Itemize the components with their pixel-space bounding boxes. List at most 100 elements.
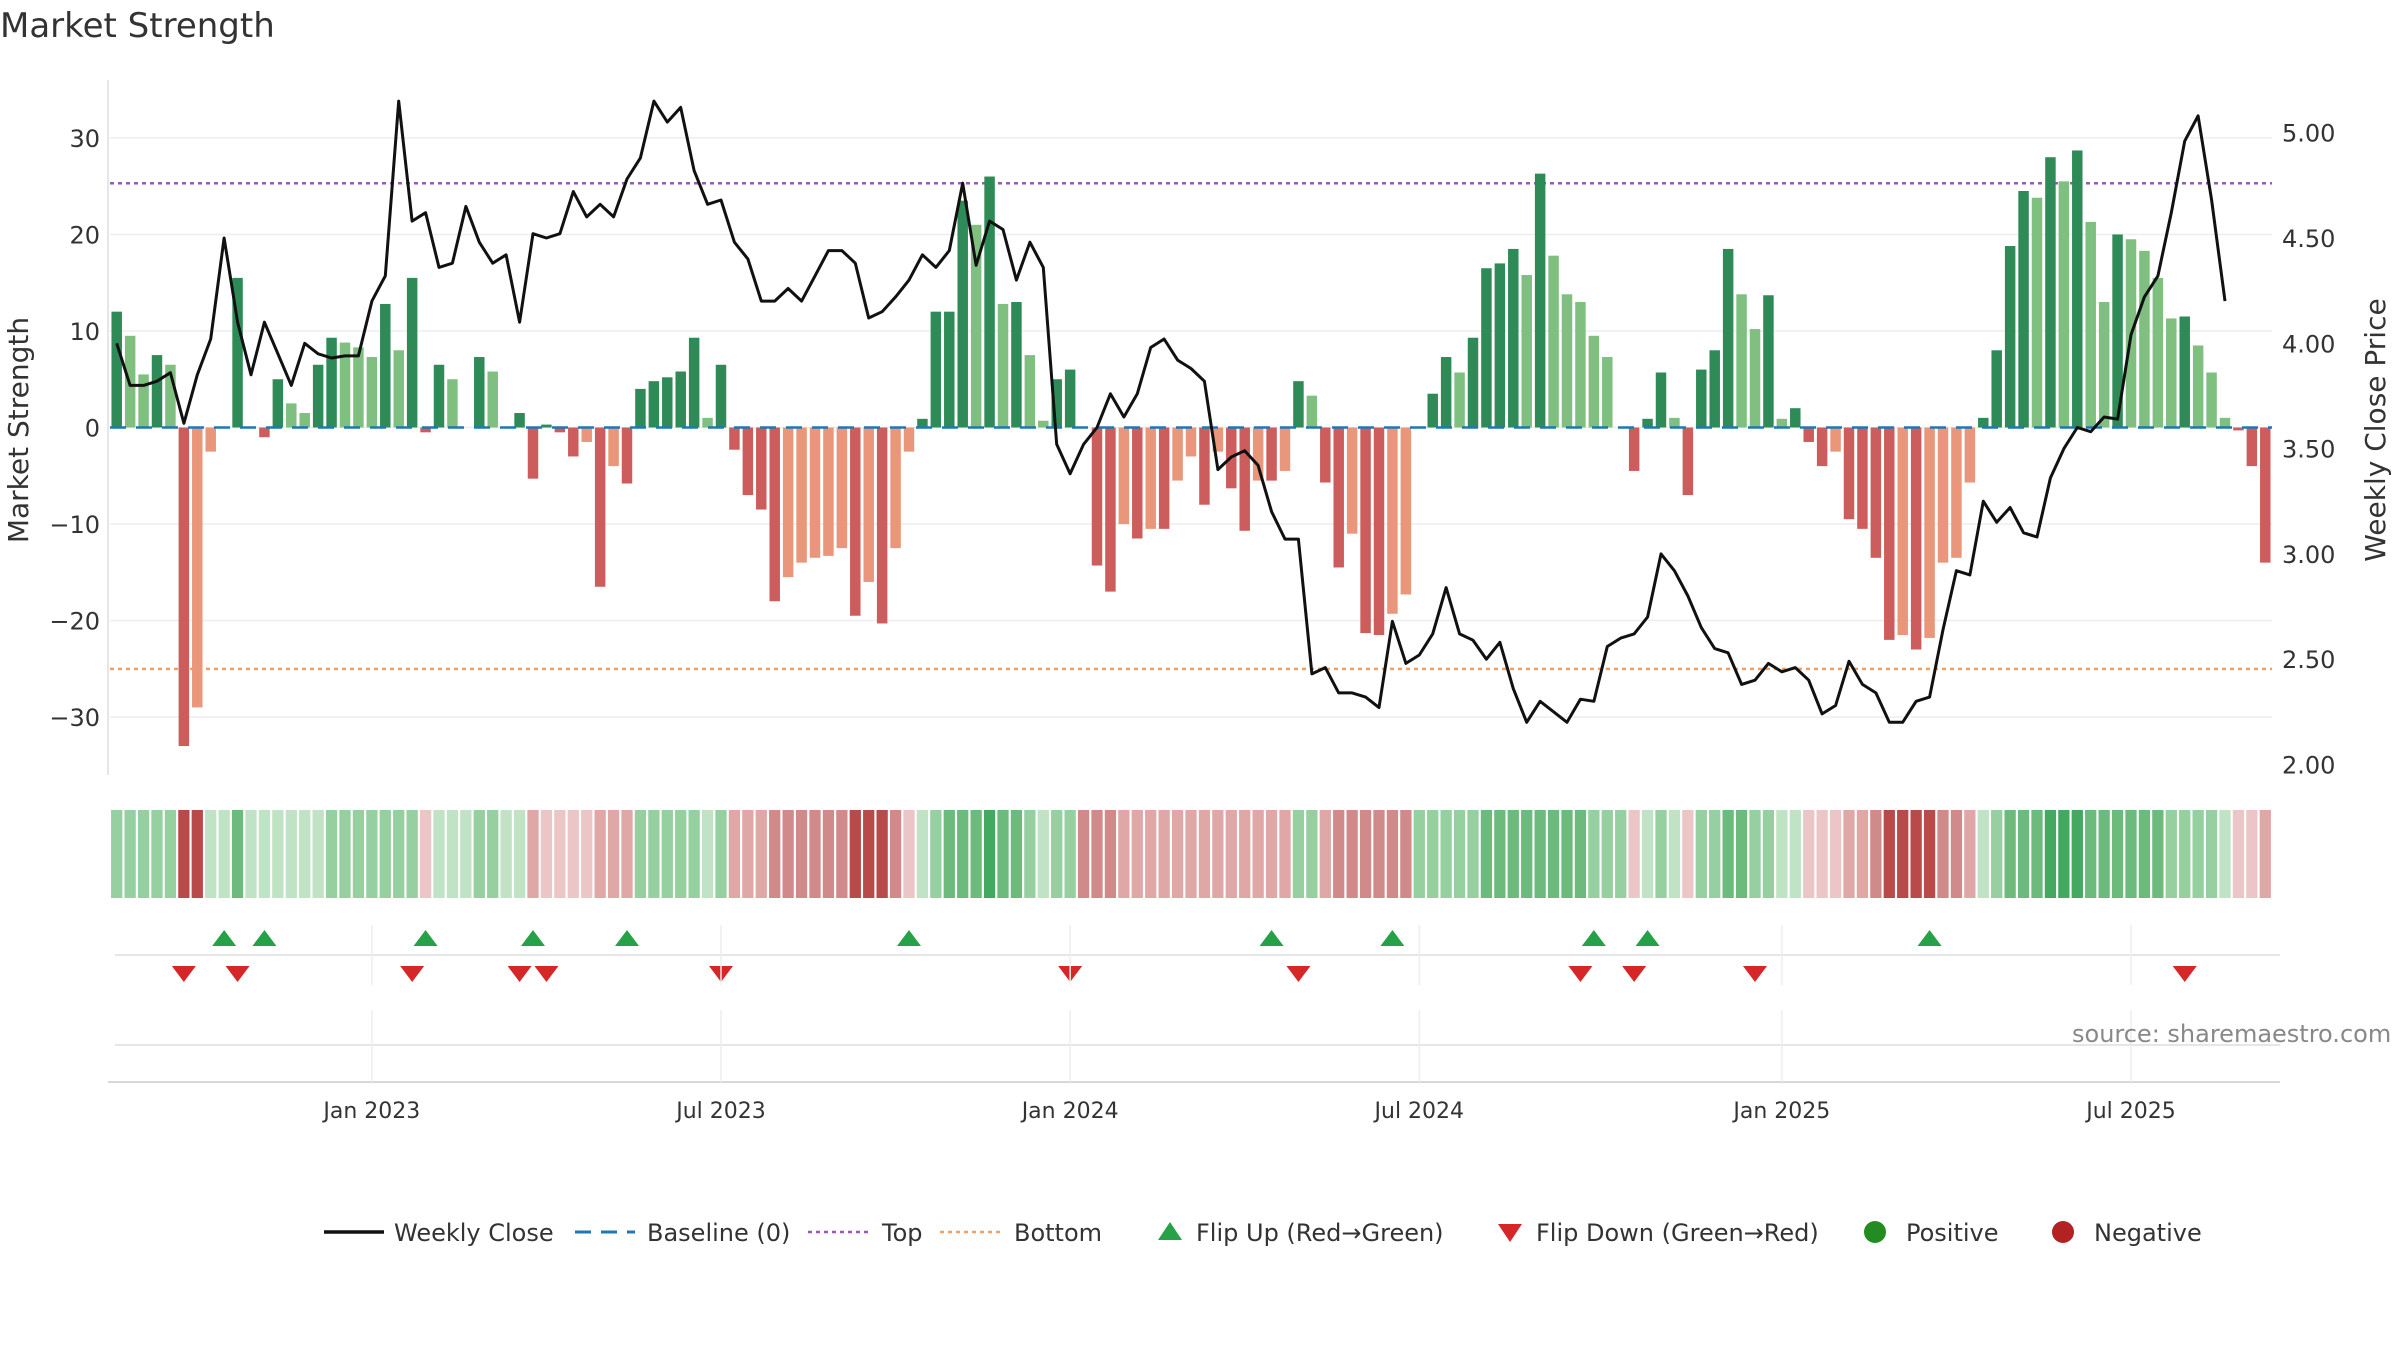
strength-band-cell	[2259, 810, 2271, 898]
strength-bar	[1467, 337, 1479, 428]
strength-band-cell	[325, 810, 338, 898]
strength-bars	[110, 150, 2272, 747]
legend-item: Positive	[1864, 1219, 1999, 1247]
strength-bar	[823, 427, 834, 556]
strength-bar	[1091, 427, 1103, 566]
legend-swatch-negative	[2052, 1221, 2074, 1243]
strength-band-cell	[863, 810, 875, 898]
strength-bar	[339, 342, 351, 428]
strength-bar	[487, 371, 498, 428]
strength-band-cell	[1682, 810, 1694, 898]
strength-bar	[406, 277, 418, 428]
strength-bar	[863, 427, 874, 582]
strength-band-cell	[1171, 810, 1184, 898]
strength-bar	[917, 418, 928, 428]
legend-item: Weekly Close	[324, 1219, 554, 1247]
strength-bar	[1051, 379, 1062, 428]
strength-band-cell	[661, 810, 673, 898]
strength-band-cell	[997, 810, 1009, 898]
strength-bar	[970, 224, 982, 428]
strength-band-cell	[1762, 810, 1775, 898]
strength-bar	[1064, 369, 1076, 428]
strength-bar	[259, 427, 270, 438]
strength-band-cell	[1937, 810, 1949, 898]
strength-bar	[1790, 408, 1801, 428]
y-right-axis-label: Weekly Close Price	[2359, 298, 2392, 561]
strength-bar	[2085, 221, 2096, 428]
strength-band-cell	[755, 810, 767, 898]
strength-bar	[769, 427, 780, 602]
flip-up-marker	[615, 930, 639, 946]
strength-bar	[1803, 427, 1814, 442]
strength-band-cell	[2017, 810, 2030, 898]
strength-band-cell	[2205, 810, 2218, 898]
strength-band-cell	[1480, 810, 1493, 898]
strength-bar	[380, 303, 391, 428]
strength-bar	[1252, 427, 1264, 481]
strength-band-cell	[742, 810, 754, 898]
chart-title: Market Strength	[0, 6, 275, 46]
strength-bar	[1212, 427, 1224, 452]
strength-band-cell	[1816, 810, 1828, 898]
strength-bar	[541, 424, 552, 428]
strength-bar	[1494, 263, 1506, 428]
legend-swatch-flip-up	[1158, 1222, 1182, 1240]
strength-bar	[1373, 427, 1385, 636]
legend-label: Weekly Close	[394, 1219, 554, 1247]
strength-band-cell	[285, 810, 297, 898]
strength-bar	[554, 427, 566, 433]
weekly-close-line	[115, 99, 2227, 724]
strength-band-cell	[111, 810, 123, 898]
strength-band-cell	[1722, 810, 1734, 898]
x-tick-label: Jan 2024	[1020, 1099, 1119, 1124]
strength-bar	[1400, 427, 1412, 595]
strength-bar	[2206, 372, 2217, 428]
strength-bar	[2018, 191, 2029, 428]
flip-up-marker	[1917, 930, 1942, 946]
strength-bar	[1172, 427, 1183, 481]
strength-band-cell	[1829, 810, 1842, 898]
strength-bar	[1481, 268, 1492, 428]
strength-band-cell	[1333, 810, 1345, 898]
y-tick-label: 20	[69, 221, 100, 249]
flip-down-marker	[171, 966, 196, 982]
strength-bar	[635, 388, 646, 428]
strength-band-cell	[1735, 810, 1748, 898]
legend-label: Flip Down (Green→Red)	[1536, 1219, 1819, 1247]
strength-bar	[648, 381, 660, 428]
legend-label: Flip Up (Red→Green)	[1196, 1219, 1444, 1247]
strength-band-cell	[836, 810, 848, 898]
strength-band-cell	[1588, 810, 1600, 898]
strength-bar	[2152, 277, 2164, 428]
strength-bar	[1158, 427, 1170, 529]
strength-band-cell	[1628, 810, 1640, 898]
strength-band-cell	[218, 810, 230, 898]
strength-band-cell	[916, 810, 929, 898]
flip-down-marker	[534, 966, 559, 982]
strength-bar	[205, 427, 216, 452]
x-tick-label: Jul 2024	[1373, 1099, 1465, 1124]
strength-bar	[1776, 418, 1788, 428]
strength-band-cell	[352, 810, 365, 898]
flip-up-marker	[1259, 930, 1284, 946]
strength-bar	[1440, 357, 1452, 428]
strength-bar	[326, 337, 337, 428]
legend-item: Flip Down (Green→Red)	[1498, 1219, 1819, 1247]
strength-band-cell	[822, 810, 835, 898]
legend-label: Top	[881, 1219, 923, 1247]
strength-bar	[1266, 427, 1277, 481]
strength-band-cell	[419, 810, 432, 898]
strength-band-cell	[594, 810, 606, 898]
strength-bar	[1333, 427, 1344, 568]
strength-bar	[2072, 150, 2083, 428]
strength-bar	[1870, 427, 1882, 558]
strength-bar	[876, 427, 888, 624]
strength-band-cell	[634, 810, 647, 898]
strength-band-cell	[2219, 810, 2231, 898]
strength-bar	[1736, 294, 1747, 428]
legend-label: Negative	[2094, 1219, 2202, 1247]
strength-band-cell	[2085, 810, 2097, 898]
strength-band-cell	[607, 810, 620, 898]
strength-band-cell	[1145, 810, 1157, 898]
strength-band-cell	[809, 810, 821, 898]
